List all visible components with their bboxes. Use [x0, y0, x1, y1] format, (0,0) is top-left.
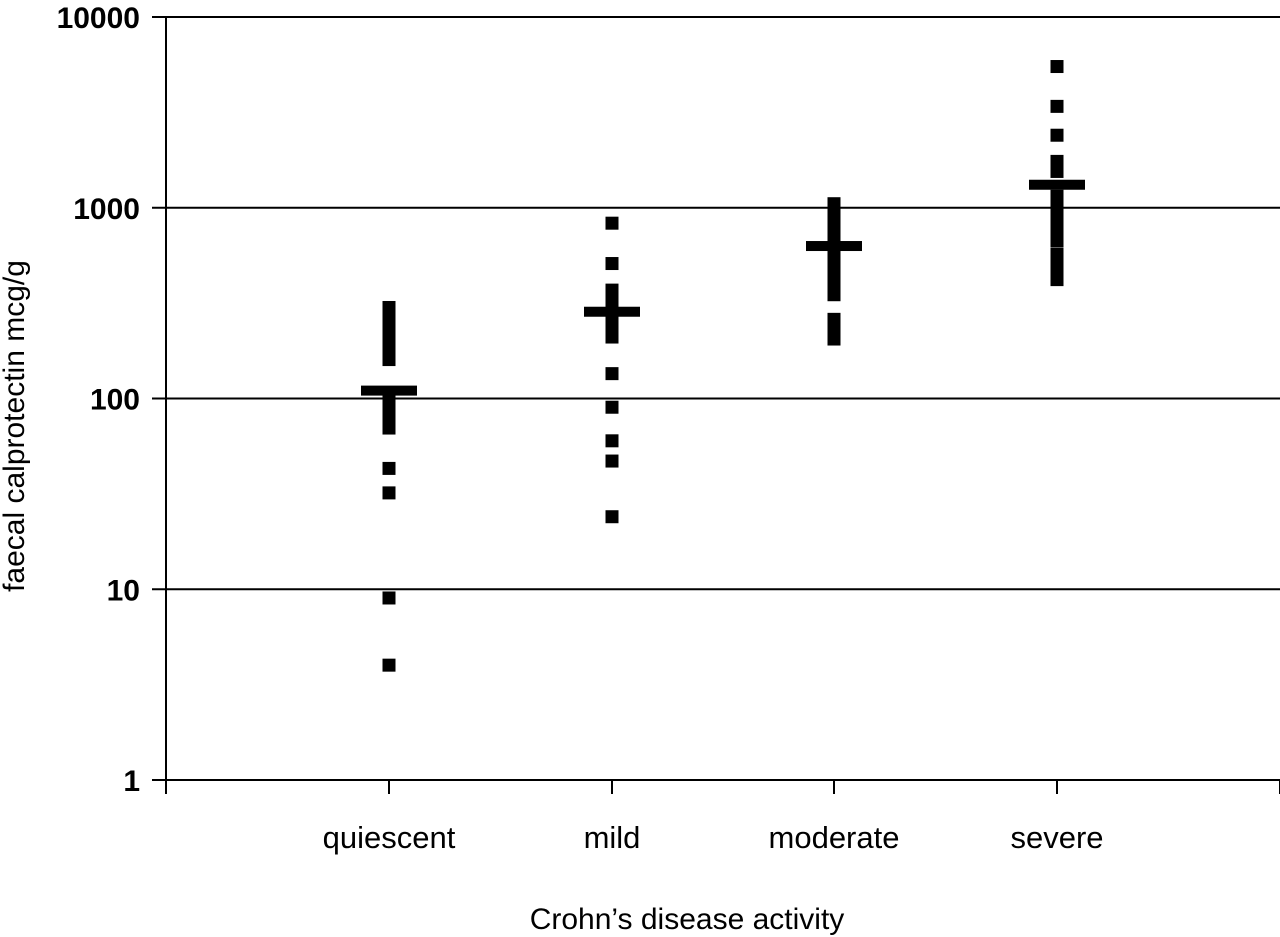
data-point [1050, 234, 1064, 248]
median-markers [361, 179, 1085, 396]
data-point [827, 249, 841, 263]
y-tick-label: 1000 [73, 193, 140, 226]
data-point [382, 343, 396, 357]
data-point [827, 332, 841, 346]
x-tick-label: quiescent [323, 820, 456, 855]
median-bar [806, 241, 862, 252]
y-ticks: 1 10 100 1000 10000 [57, 2, 166, 798]
data-point [605, 367, 619, 381]
data-point [827, 269, 841, 283]
x-tick-label: mild [584, 820, 641, 855]
data-point [1050, 273, 1064, 287]
data-point [827, 288, 841, 302]
data-point [1050, 164, 1064, 178]
x-tick-label: severe [1010, 820, 1103, 855]
median-bar [1029, 179, 1085, 190]
data-point [1050, 128, 1064, 142]
data-point [605, 400, 619, 414]
y-tick-label: 1 [123, 765, 140, 798]
data-point [1050, 60, 1064, 74]
data-point [605, 434, 619, 448]
data-point [382, 486, 396, 500]
data-point [605, 510, 619, 524]
data-point [605, 454, 619, 468]
data-point [605, 319, 619, 333]
x-tick-label: moderate [769, 820, 900, 855]
data-point [605, 330, 619, 344]
y-axis-title: faecal calprotectin mcg/g [0, 260, 31, 592]
y-tick-label: 10 [107, 574, 140, 607]
data-point [382, 421, 396, 435]
x-ticks: quiescent mild moderate severe [165, 780, 1280, 855]
data-point [1050, 189, 1064, 203]
y-tick-label: 10000 [57, 2, 140, 35]
data-point [382, 658, 396, 672]
data-point [605, 216, 619, 230]
data-point [1050, 154, 1064, 168]
y-tick-label: 100 [90, 384, 140, 417]
median-bar [361, 385, 417, 396]
data-point [1050, 99, 1064, 113]
data-point [827, 312, 841, 326]
data-point [382, 591, 396, 605]
data-point [382, 461, 396, 475]
x-axis-title: Crohn’s disease activity [530, 903, 845, 936]
median-bar [584, 306, 640, 317]
data-points [382, 60, 1064, 672]
gridlines [166, 16, 1280, 591]
data-point [382, 353, 396, 367]
data-point [605, 257, 619, 271]
